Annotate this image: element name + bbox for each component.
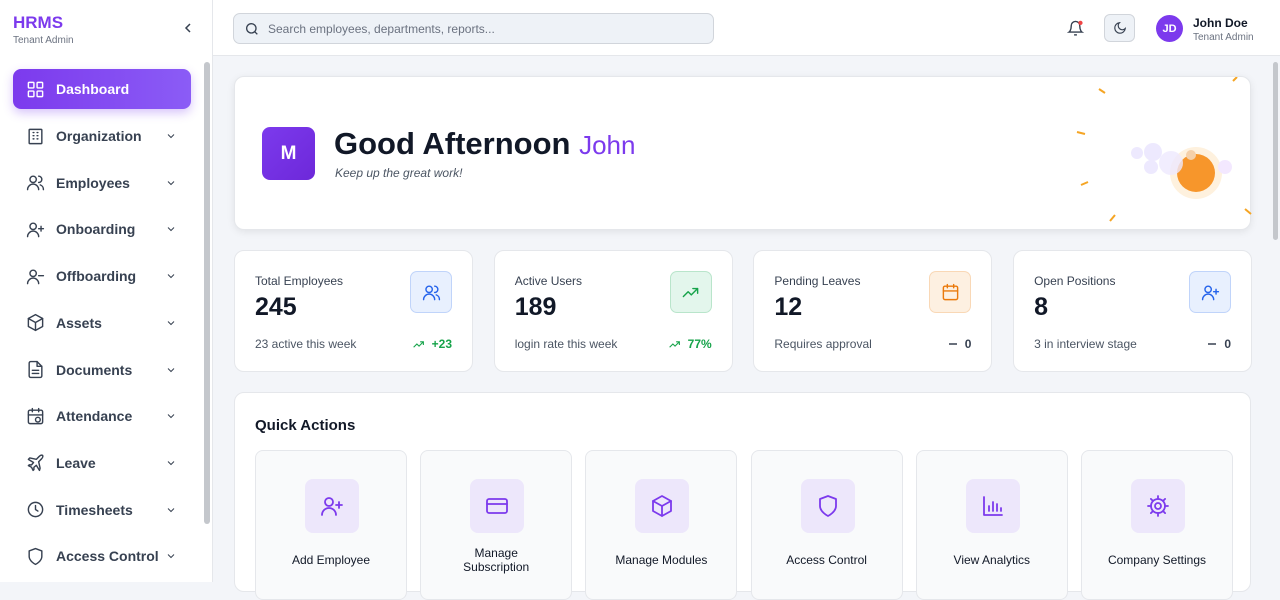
nav-item[interactable]: Leave: [13, 443, 191, 483]
action-tile[interactable]: View Analytics: [915, 450, 1068, 600]
stat-change-text: 77%: [687, 337, 712, 351]
stat-label: Pending Leaves: [774, 274, 861, 288]
action-icon: [470, 479, 525, 533]
action-text: Add Employee: [291, 553, 371, 567]
stat-card: Pending Leaves 12 Requires approval 0: [753, 250, 993, 372]
action-icon: [800, 479, 855, 533]
search-placeholder: Search employees, departments, reports..…: [268, 21, 495, 36]
stat-icon: [669, 271, 712, 313]
action-icon: [1131, 479, 1185, 533]
quick-actions: Quick Actions Add Employee Manage Subscri…: [234, 392, 1251, 600]
nav-label: Leave: [56, 454, 96, 471]
welcome-card: M Good Afternoon John Keep up the great …: [234, 76, 1252, 230]
nav-item[interactable]: Organization: [13, 116, 191, 156]
stat-icon: [1189, 271, 1232, 313]
company-avatar: M: [262, 127, 315, 180]
theme-toggle[interactable]: [1104, 14, 1135, 42]
action-label: Add Employee: [264, 544, 398, 576]
stat-value: 245: [255, 293, 297, 321]
stat-label: Active Users: [514, 274, 583, 288]
stat-change-text: +23: [431, 337, 452, 351]
stat-card: Total Employees 245 23 active this week +23: [234, 250, 473, 372]
action-label: Company Settings: [1090, 544, 1224, 576]
nav-item[interactable]: Assets: [13, 303, 191, 343]
nav-item[interactable]: Employees: [13, 163, 191, 203]
action-tile[interactable]: Manage Subscription: [420, 450, 573, 600]
decoration: [1076, 77, 1252, 222]
action-tile[interactable]: Add Employee: [255, 450, 407, 600]
stat-label: Open Positions: [1034, 274, 1116, 288]
action-tile[interactable]: Manage Modules: [585, 450, 738, 600]
nav-label: Attendance: [56, 408, 133, 425]
stat-note: login rate this week: [514, 337, 618, 351]
nav-item[interactable]: Dashboard: [13, 69, 191, 109]
action-label: Manage Subscription: [429, 544, 563, 576]
nav-label: Employees: [56, 174, 130, 191]
stat-card: Active Users 189 login rate this week 77%: [493, 250, 733, 372]
action-icon: [635, 479, 690, 533]
stat-value: 8: [1034, 293, 1048, 321]
action-text: Manage Modules: [615, 553, 708, 567]
stat-note: 3 in interview stage: [1034, 337, 1137, 351]
stat-label: Total Employees: [255, 274, 344, 288]
role: Tenant Admin: [13, 35, 74, 46]
nav-item[interactable]: Onboarding: [13, 209, 191, 249]
greeting: Good Afternoon John: [334, 126, 635, 162]
collapse-button[interactable]: [183, 22, 193, 34]
nav-label: Timesheets: [56, 501, 133, 518]
search-icon: [246, 22, 258, 35]
nav-item[interactable]: Offboarding: [13, 256, 191, 296]
user-role: Tenant Admin: [1193, 32, 1254, 43]
action-tile[interactable]: Company Settings: [1081, 450, 1233, 600]
nav-label: Documents: [56, 361, 133, 378]
section-title: Quick Actions: [255, 417, 356, 434]
nav-label: Assets: [56, 314, 102, 331]
scrollbar: [1273, 62, 1278, 240]
nav-item[interactable]: Documents: [13, 350, 191, 390]
stat-value: 12: [774, 293, 803, 321]
nav-item[interactable]: Access Control: [13, 536, 191, 576]
action-label: Access Control: [760, 544, 894, 576]
greeting-text: Good Afternoon: [334, 126, 571, 161]
nav-label: Offboarding: [56, 268, 137, 285]
stat-value: 189: [514, 293, 557, 321]
subtitle: Keep up the great work!: [335, 166, 463, 180]
action-text: Company Settings: [1107, 553, 1207, 567]
nav-label: Dashboard: [56, 81, 130, 97]
action-label: Manage Modules: [594, 544, 728, 576]
action-text: Access Control: [786, 553, 867, 567]
notifications[interactable]: [1060, 14, 1091, 42]
nav-label: Access Control: [56, 548, 159, 565]
search-box[interactable]: Search employees, departments, reports..…: [233, 13, 714, 44]
stat-change: 0: [948, 337, 972, 351]
user-first-name: John: [579, 130, 636, 160]
stat-change-text: 0: [1224, 337, 1232, 351]
stat-note: 23 active this week: [255, 337, 357, 351]
action-text: View Analytics: [953, 553, 1031, 567]
action-text: Manage Subscription: [463, 546, 530, 574]
stat-change: +23: [412, 337, 452, 351]
stat-icon: [410, 271, 452, 313]
sidebar: HRMS Tenant Admin Dashboard Organization E…: [0, 0, 213, 582]
topbar: Search employees, departments, reports..…: [213, 0, 1280, 56]
stat-card: Open Positions 8 3 in interview stage 0: [1013, 250, 1253, 372]
user-name: John Doe: [1193, 16, 1248, 30]
nav-item[interactable]: Attendance: [13, 396, 191, 436]
action-tile[interactable]: Access Control: [750, 450, 903, 600]
stat-change: 77%: [668, 337, 712, 351]
stat-icon: [929, 271, 972, 313]
user-avatar[interactable]: JD: [1156, 15, 1183, 42]
nav-item[interactable]: Timesheets: [13, 490, 191, 530]
stat-change: 0: [1207, 337, 1231, 351]
nav-label: Organization: [56, 128, 142, 144]
nav-label: Onboarding: [56, 221, 136, 238]
action-label: View Analytics: [925, 544, 1059, 576]
stat-change-text: 0: [964, 337, 972, 351]
scrollbar: [204, 62, 210, 524]
stat-note: Requires approval: [774, 337, 872, 351]
brand: HRMS: [13, 13, 64, 32]
action-icon: [305, 479, 359, 533]
action-icon: [965, 479, 1020, 533]
